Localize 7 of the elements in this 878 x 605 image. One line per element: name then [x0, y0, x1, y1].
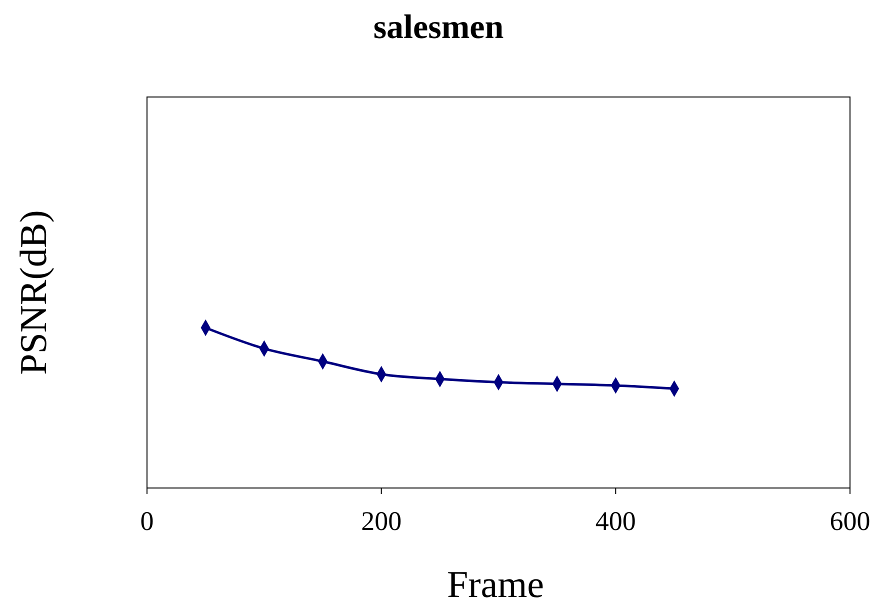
x-tick-label: 200	[361, 506, 402, 536]
x-tick-label: 400	[595, 506, 636, 536]
x-tick-label: 600	[830, 506, 870, 536]
y-axis-title: PSNR(dB)	[13, 210, 55, 375]
x-axis-title: Frame	[446, 564, 544, 605]
x-tick-label: 0	[140, 506, 154, 536]
chart-title: salesmen	[373, 9, 504, 46]
